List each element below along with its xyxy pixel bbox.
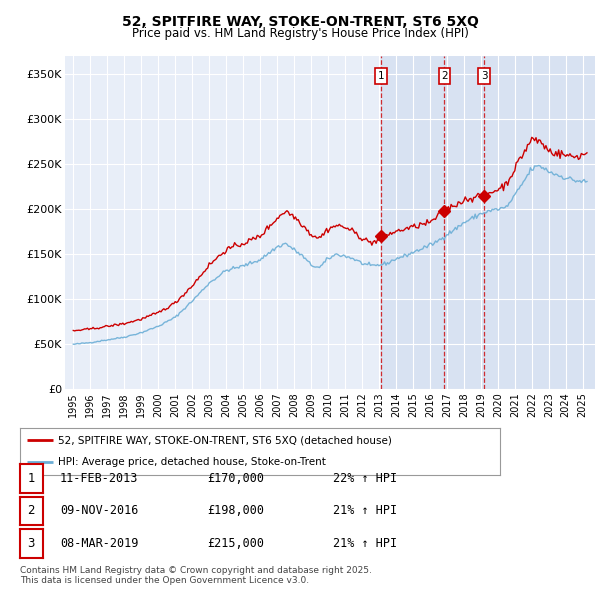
Text: 08-MAR-2019: 08-MAR-2019 bbox=[60, 537, 139, 550]
Text: 22% ↑ HPI: 22% ↑ HPI bbox=[333, 472, 397, 485]
Text: HPI: Average price, detached house, Stoke-on-Trent: HPI: Average price, detached house, Stok… bbox=[58, 457, 326, 467]
Text: 21% ↑ HPI: 21% ↑ HPI bbox=[333, 537, 397, 550]
Text: 3: 3 bbox=[28, 537, 35, 550]
Bar bbox=[381, 56, 595, 389]
Text: 21% ↑ HPI: 21% ↑ HPI bbox=[333, 504, 397, 517]
Text: £198,000: £198,000 bbox=[207, 504, 264, 517]
Text: 1: 1 bbox=[377, 71, 384, 81]
Text: £170,000: £170,000 bbox=[207, 472, 264, 485]
Text: 09-NOV-2016: 09-NOV-2016 bbox=[60, 504, 139, 517]
Text: 52, SPITFIRE WAY, STOKE-ON-TRENT, ST6 5XQ: 52, SPITFIRE WAY, STOKE-ON-TRENT, ST6 5X… bbox=[122, 15, 478, 29]
Text: 2: 2 bbox=[441, 71, 448, 81]
Text: 52, SPITFIRE WAY, STOKE-ON-TRENT, ST6 5XQ (detached house): 52, SPITFIRE WAY, STOKE-ON-TRENT, ST6 5X… bbox=[58, 435, 392, 445]
Text: 2: 2 bbox=[28, 504, 35, 517]
Text: £215,000: £215,000 bbox=[207, 537, 264, 550]
Text: 1: 1 bbox=[28, 472, 35, 485]
Text: Contains HM Land Registry data © Crown copyright and database right 2025.
This d: Contains HM Land Registry data © Crown c… bbox=[20, 566, 371, 585]
Text: Price paid vs. HM Land Registry's House Price Index (HPI): Price paid vs. HM Land Registry's House … bbox=[131, 27, 469, 40]
Text: 11-FEB-2013: 11-FEB-2013 bbox=[60, 472, 139, 485]
Text: 3: 3 bbox=[481, 71, 487, 81]
